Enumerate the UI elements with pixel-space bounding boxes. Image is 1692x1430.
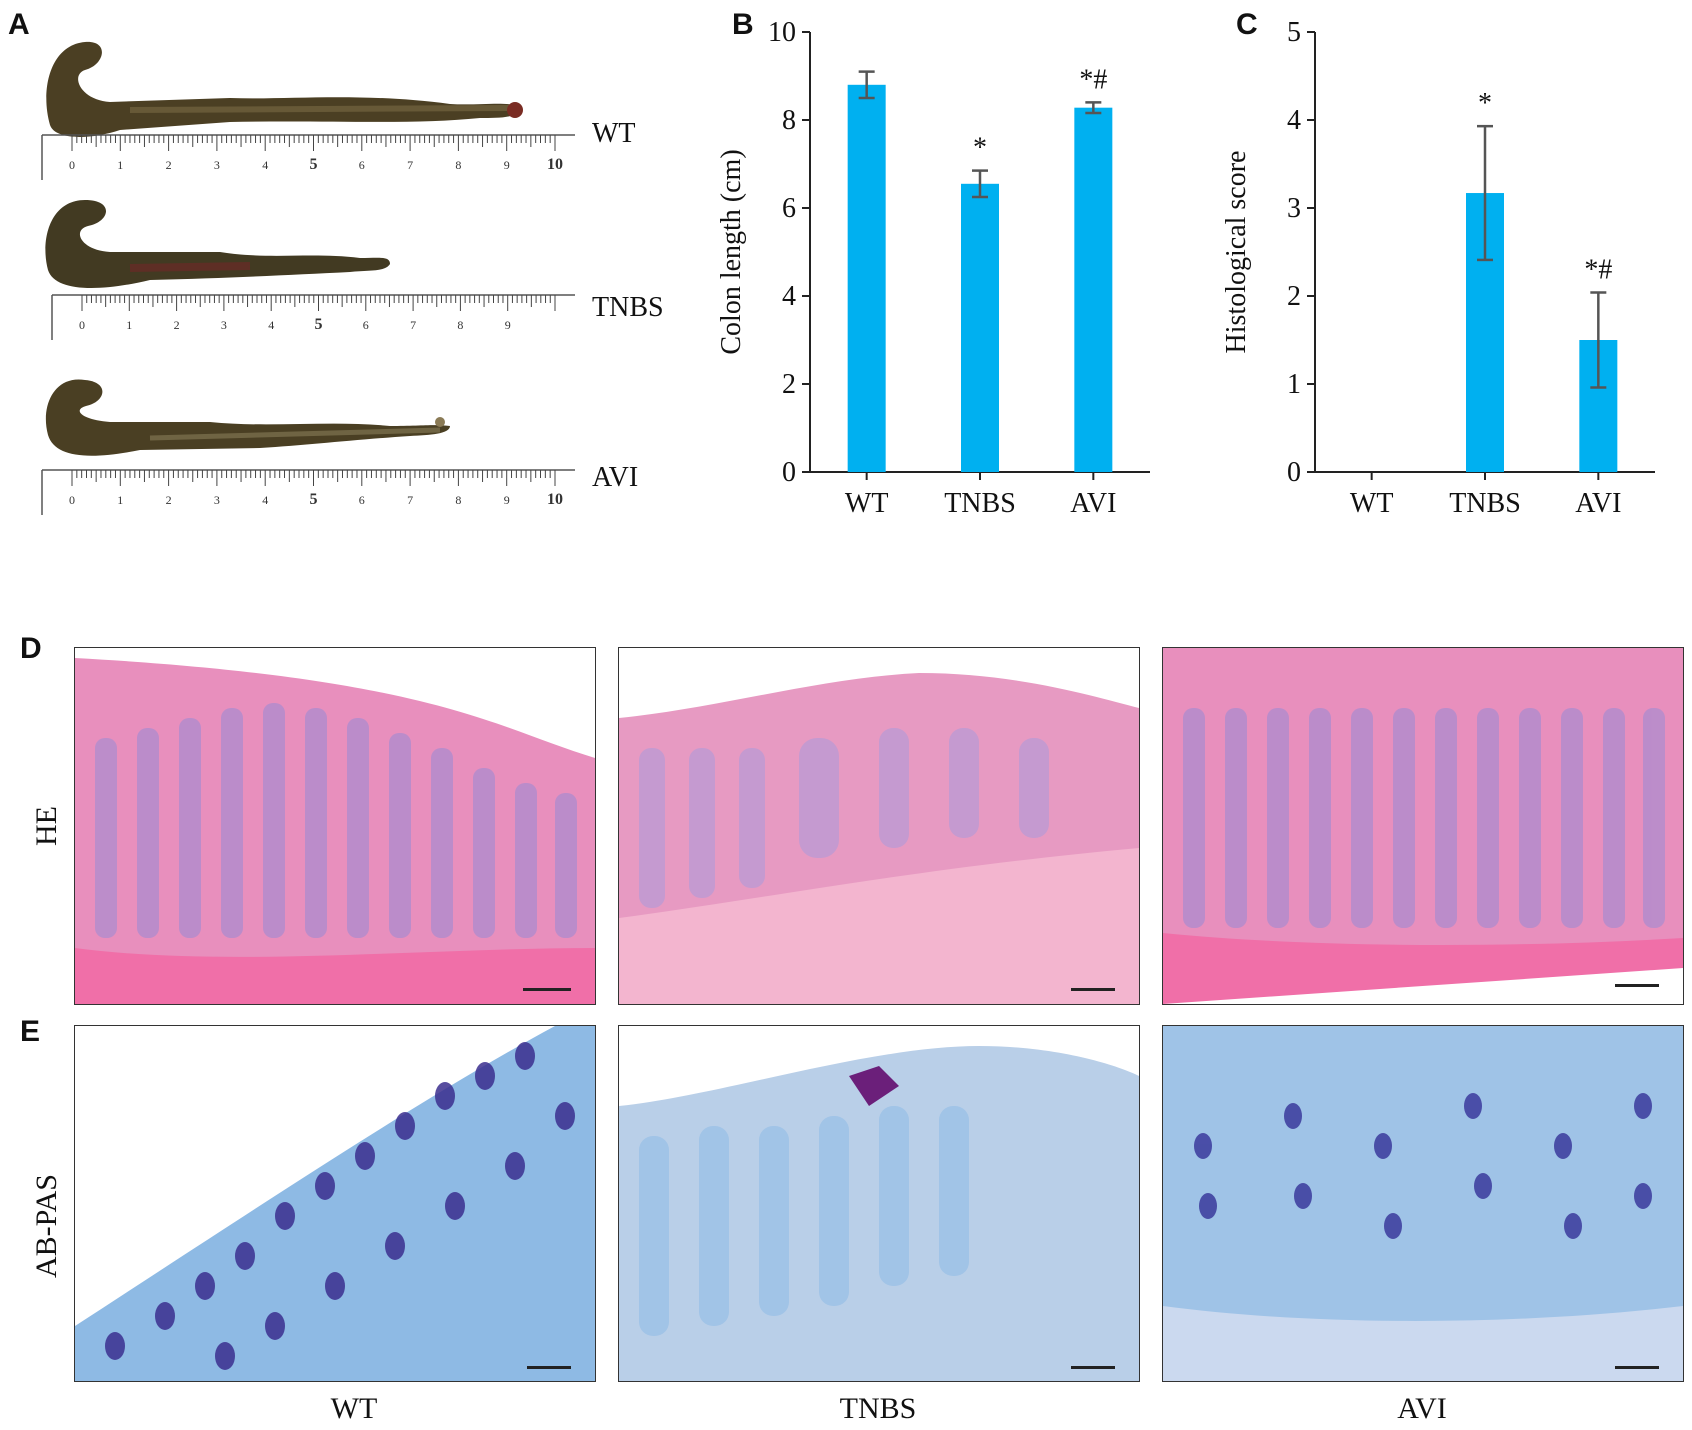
panel-a-label-tnbs: TNBS xyxy=(592,292,664,323)
colon-wt xyxy=(46,41,523,137)
ruler-avi: 0 1 2 3 4 5 6 7 8 9 10 xyxy=(41,469,575,515)
ruler-wt: 0 1 2 3 4 5 6 7 8 9 10 xyxy=(41,134,575,180)
x-tick-label: WT xyxy=(845,488,889,519)
ruler-tick-label: 0 xyxy=(69,493,75,507)
significance-label: *# xyxy=(1079,64,1107,95)
scale-bar xyxy=(527,1366,571,1369)
y-tick-label: 2 xyxy=(782,369,796,400)
ruler-tick-label: 7 xyxy=(407,158,413,172)
ruler-tick-label: 1 xyxy=(126,318,132,332)
y-tick-label: 3 xyxy=(1287,193,1301,224)
x-tick-label: AVI xyxy=(1575,488,1621,519)
he-image-avi xyxy=(1162,647,1684,1005)
abpas-image-avi xyxy=(1162,1025,1684,1382)
colon-tnbs xyxy=(45,200,390,289)
ruler-tick-label: 5 xyxy=(310,491,318,508)
y-tick-label: 0 xyxy=(1287,457,1301,488)
ruler-tick-label: 2 xyxy=(166,158,172,172)
panel-letter-e: E xyxy=(20,1015,41,1048)
ruler-tick-label: 5 xyxy=(310,156,318,173)
ruler-tick-label: 8 xyxy=(455,158,461,172)
y-axis-label: Histological score xyxy=(1221,151,1252,354)
ruler-tick-label: 10 xyxy=(547,156,563,173)
abpas-tnbs-crypts xyxy=(639,1106,969,1336)
ruler-tick-label: 9 xyxy=(504,493,510,507)
chart-histological-score: 0 1 2 3 4 5 Histological score WT * TNBS *# AVI xyxy=(1221,20,1655,519)
col-label-avi: AVI xyxy=(1397,1392,1447,1425)
ruler-tick-label: 6 xyxy=(363,318,369,332)
he-avi-crypts xyxy=(1183,708,1665,928)
y-tick-label: 10 xyxy=(768,20,796,48)
panel-letter-a: A xyxy=(8,8,30,41)
he-tnbs-damaged-crypts xyxy=(639,728,1049,908)
significance-label: * xyxy=(1478,88,1492,119)
abpas-avi-goblet-cells xyxy=(1194,1093,1652,1239)
ruler-tick-label: 10 xyxy=(547,491,563,508)
bar xyxy=(1074,107,1113,473)
ruler-tick-label: 7 xyxy=(407,493,413,507)
ruler-tick-label: 3 xyxy=(221,318,227,332)
scale-bar xyxy=(1615,1366,1659,1369)
significance-label: * xyxy=(973,133,987,164)
ruler-tick-label: 9 xyxy=(505,318,511,332)
ruler-tick-label: 4 xyxy=(262,493,268,507)
y-tick-label: 2 xyxy=(1287,281,1301,312)
y-tick-label: 4 xyxy=(782,281,796,312)
abpas-wt-goblet-cells xyxy=(105,1042,575,1370)
x-tick-label: WT xyxy=(1350,488,1394,519)
y-tick-label: 1 xyxy=(1287,369,1301,400)
ruler-tnbs: 0 1 2 3 4 5 6 7 8 9 xyxy=(51,294,575,340)
ruler-tick-label: 0 xyxy=(69,158,75,172)
bar xyxy=(961,183,999,473)
scale-bar xyxy=(523,988,571,991)
he-wt-crypts xyxy=(95,703,577,938)
y-tick-label: 4 xyxy=(1287,105,1301,136)
abpas-image-tnbs xyxy=(618,1025,1140,1382)
ruler-tick-label: 6 xyxy=(359,493,365,507)
scale-bar xyxy=(1615,984,1659,987)
ruler-tick-label: 5 xyxy=(315,316,323,333)
ruler-tick-label: 8 xyxy=(455,493,461,507)
ruler-tick-label: 7 xyxy=(410,318,416,332)
he-image-tnbs xyxy=(618,647,1140,1005)
col-label-wt: WT xyxy=(330,1392,378,1425)
he-image-wt xyxy=(74,647,596,1005)
scale-bar xyxy=(1071,988,1115,991)
ruler-tick-label: 3 xyxy=(214,158,220,172)
ruler-tick-label: 6 xyxy=(359,158,365,172)
bar xyxy=(847,84,886,473)
y-tick-label: 0 xyxy=(782,457,796,488)
panel-letter-c: C xyxy=(1236,8,1258,41)
chart-colon-length: 0 2 4 6 8 10 Colon length (cm) WT * TNBS *# AVI xyxy=(716,20,1150,519)
y-tick-label: 6 xyxy=(782,193,796,224)
panel-letter-d: D xyxy=(20,632,42,665)
col-label-tnbs: TNBS xyxy=(839,1392,917,1425)
scale-bar xyxy=(1071,1366,1115,1369)
y-tick-label: 8 xyxy=(782,105,796,136)
colon-avi xyxy=(45,379,450,456)
panel-a-colon-photos: 0 1 2 3 4 5 6 7 8 9 10 0 1 2 3 4 5 6 7 8 9 0 1 2 3 4 5 6 7 8 9 10 xyxy=(41,41,575,515)
ruler-tick-label: 1 xyxy=(117,158,123,172)
ruler-tick-label: 2 xyxy=(174,318,180,332)
ruler-tick-label: 2 xyxy=(166,493,172,507)
panel-a-label-wt: WT xyxy=(592,118,636,149)
ruler-tick-label: 0 xyxy=(79,318,85,332)
ruler-tick-label: 9 xyxy=(504,158,510,172)
x-tick-label: TNBS xyxy=(944,488,1016,519)
x-tick-label: AVI xyxy=(1070,488,1116,519)
y-tick-label: 5 xyxy=(1287,20,1301,48)
x-tick-label: TNBS xyxy=(1449,488,1521,519)
ruler-tick-label: 4 xyxy=(268,318,274,332)
ruler-tick-label: 4 xyxy=(262,158,268,172)
abpas-image-wt xyxy=(74,1025,596,1382)
panel-a-label-avi: AVI xyxy=(592,462,639,493)
significance-label: *# xyxy=(1584,254,1612,285)
panel-letter-b: B xyxy=(732,8,754,41)
ruler-tick-label: 8 xyxy=(457,318,463,332)
ruler-tick-label: 1 xyxy=(117,493,123,507)
y-axis-label: Colon length (cm) xyxy=(716,149,747,354)
ruler-tick-label: 3 xyxy=(214,493,220,507)
row-label-abpas: AB-PAS xyxy=(30,1174,63,1278)
row-label-he: HE xyxy=(30,806,63,846)
